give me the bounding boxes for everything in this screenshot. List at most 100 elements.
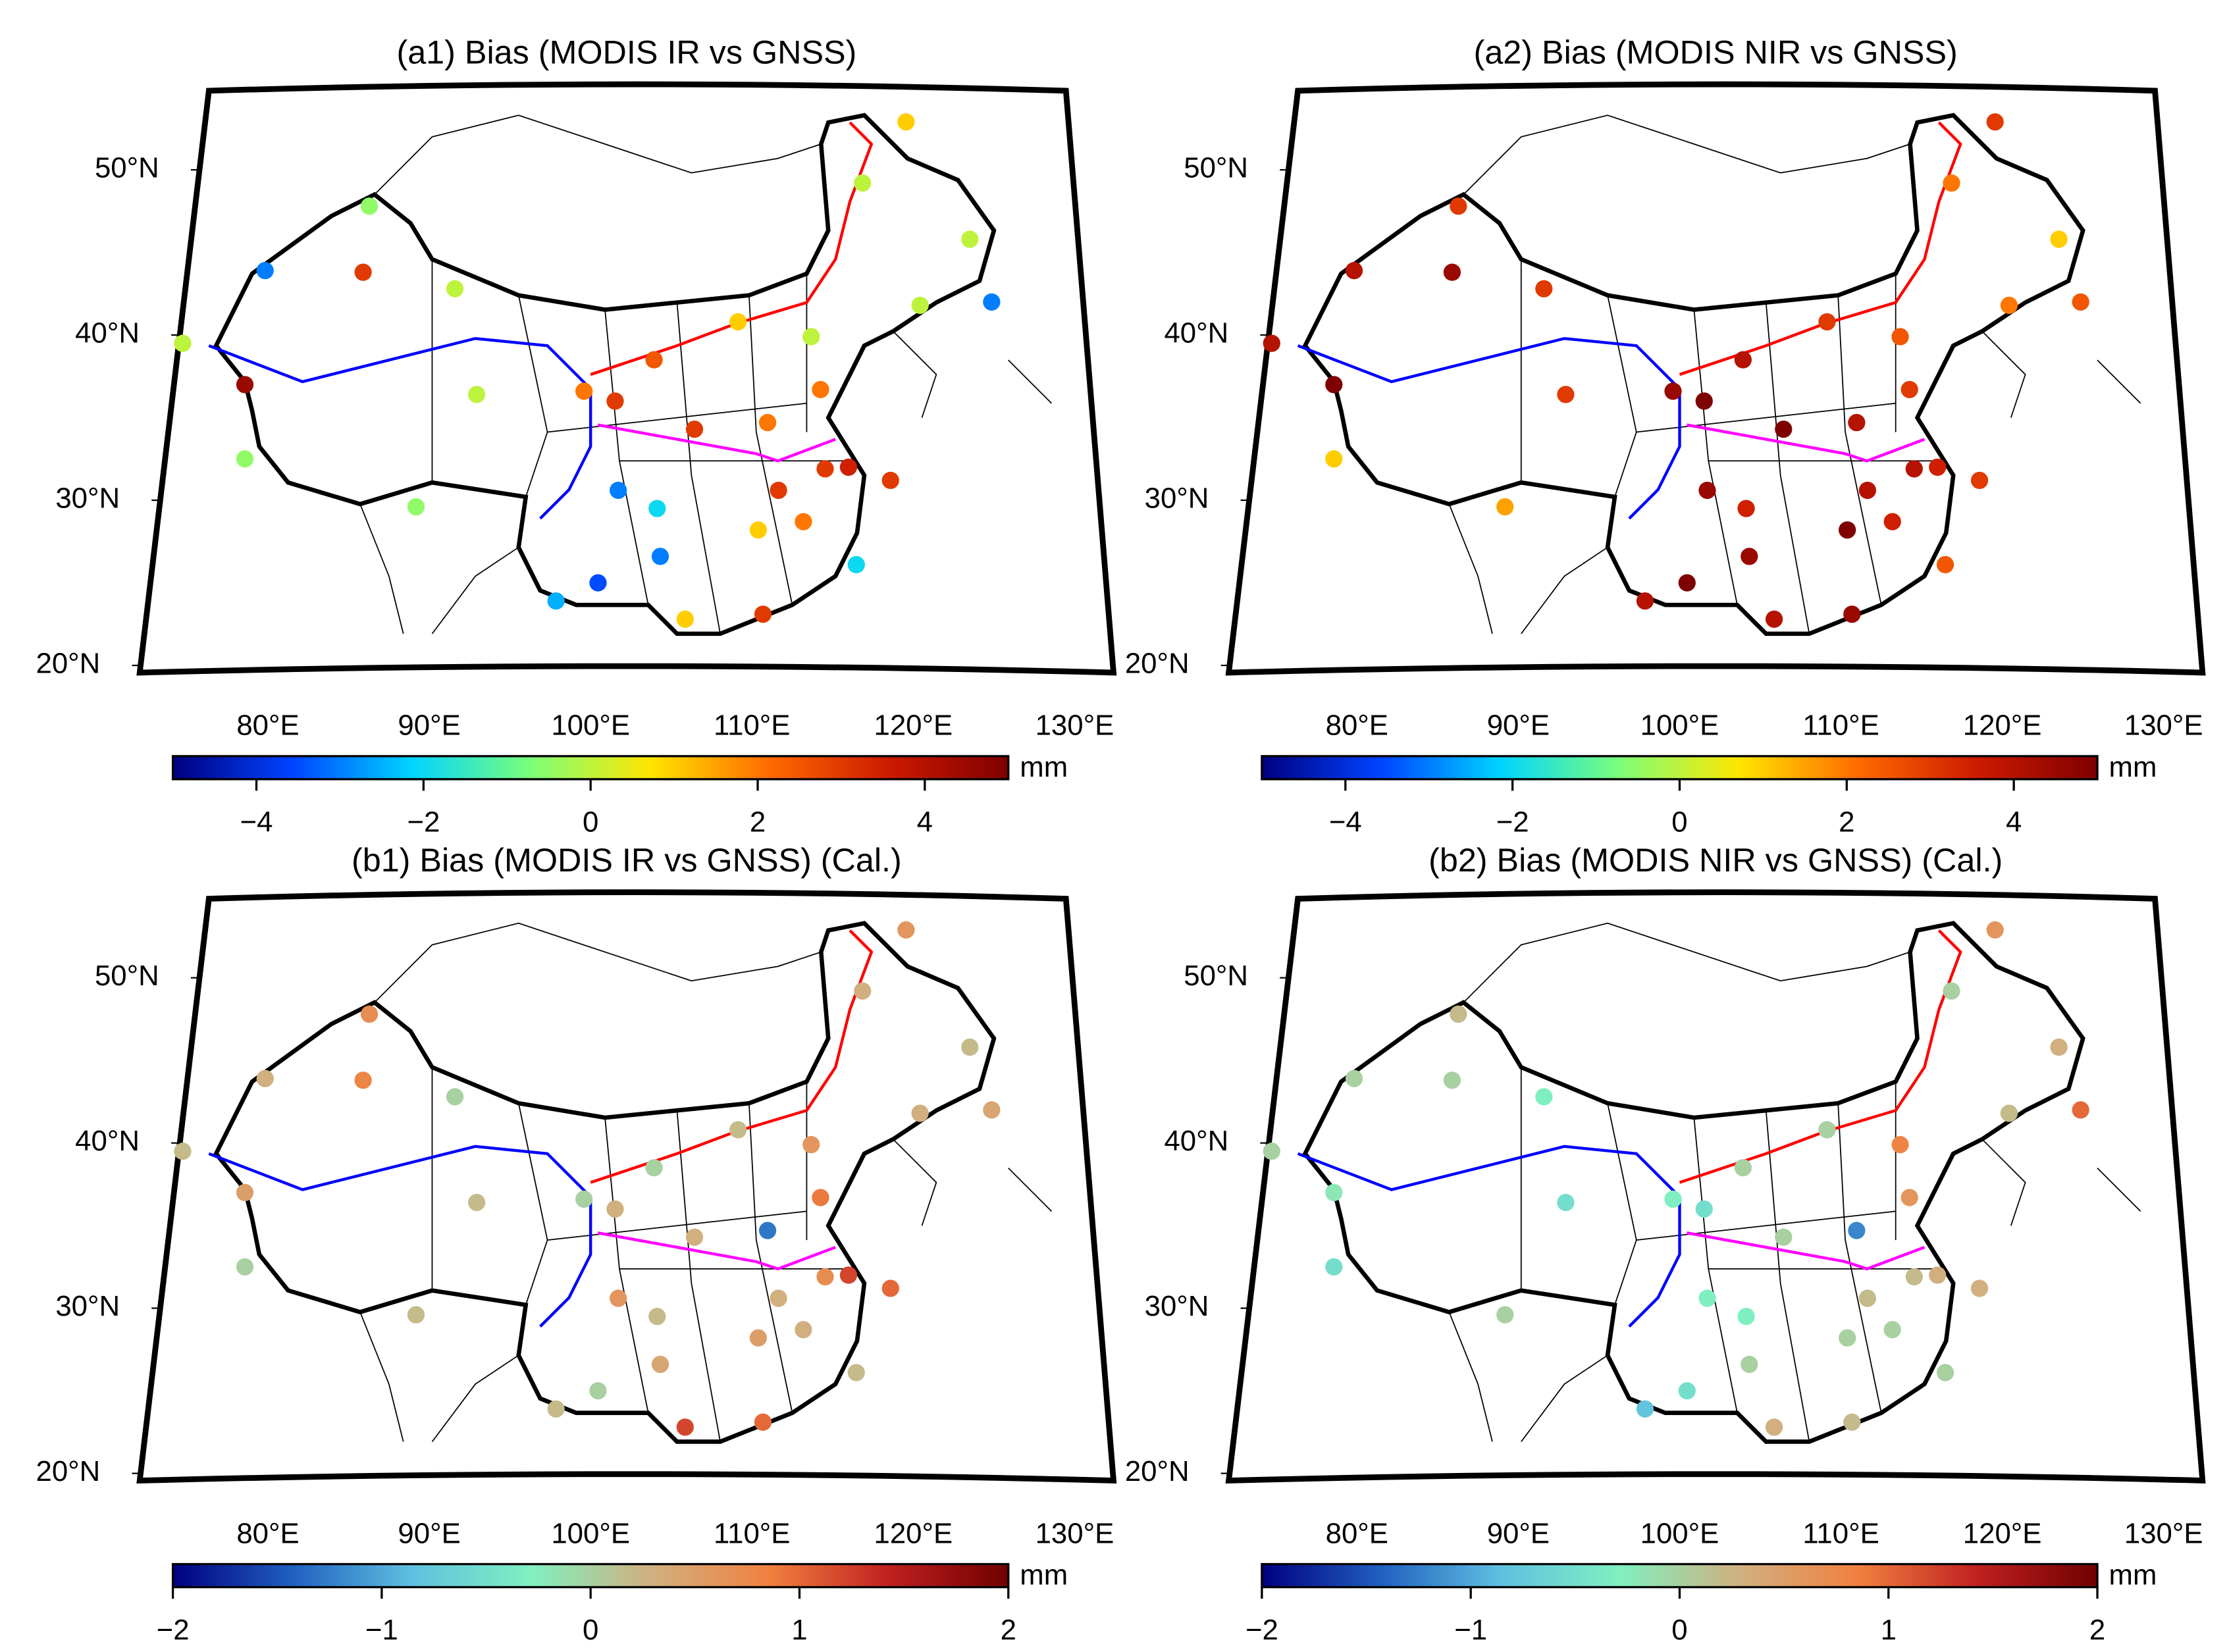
colorbar — [171, 1562, 1010, 1589]
station — [897, 113, 915, 131]
colorbar-tick-label: 4 — [917, 806, 933, 838]
station — [1891, 1136, 1909, 1154]
station — [1741, 548, 1758, 565]
boundary-line — [208, 337, 592, 520]
station — [911, 1104, 929, 1122]
station — [1443, 1071, 1461, 1089]
station — [1765, 1418, 1783, 1436]
station — [651, 548, 669, 565]
station — [749, 521, 768, 539]
colorbar-unit: mm — [1020, 1559, 1068, 1591]
lon-label: 130°E — [2124, 1517, 2203, 1549]
colorbar-tick-label: −1 — [365, 1614, 398, 1646]
boundary-line — [1297, 1145, 1681, 1328]
lon-label: 120°E — [874, 1517, 953, 1549]
boundary-line — [1679, 121, 1962, 376]
station — [1818, 1121, 1836, 1139]
map-panel: (b1) Bias (MODIS IR vs GNSS) (Cal.) 20°N 3… — [36, 841, 1117, 1646]
station — [802, 328, 820, 346]
station — [1664, 382, 1682, 400]
country-border — [1448, 115, 2141, 634]
lon-label: 130°E — [1035, 710, 1114, 742]
station — [2072, 293, 2089, 311]
country-border — [359, 922, 1053, 1442]
station — [1636, 1400, 1654, 1418]
station — [1345, 1070, 1363, 1087]
lon-label: 90°E — [398, 1517, 460, 1549]
station — [1695, 392, 1713, 410]
map-frame — [136, 889, 1117, 1484]
map-panel: (b2) Bias (MODIS NIR vs GNSS) (Cal.) 20°N… — [1125, 841, 2206, 1646]
lon-label: 110°E — [714, 710, 790, 742]
station — [575, 1190, 593, 1208]
station — [1858, 1289, 1877, 1307]
station — [1443, 263, 1461, 281]
station — [1535, 280, 1553, 297]
station — [1943, 982, 1960, 1000]
station — [236, 376, 254, 394]
boundary-line — [1687, 423, 1926, 463]
station — [1263, 1143, 1280, 1160]
station — [174, 1143, 192, 1160]
lat-label: 40°N — [75, 1125, 140, 1157]
station — [1843, 1413, 1861, 1431]
colorbar-tick-label: 0 — [1671, 1614, 1687, 1646]
station — [236, 450, 254, 468]
lon-label: 100°E — [1640, 710, 1719, 742]
station — [648, 500, 666, 517]
station — [1263, 334, 1280, 352]
station — [2000, 296, 2018, 314]
station — [1678, 1381, 1696, 1400]
station — [758, 413, 777, 432]
lat-label: 30°N — [55, 1290, 120, 1322]
colorbar-tick-label: −2 — [157, 1614, 190, 1646]
china-border — [1302, 113, 2085, 636]
station — [1883, 513, 1901, 530]
station — [1698, 1289, 1716, 1307]
colorbar-tick-label: 1 — [791, 1614, 807, 1646]
station — [816, 1268, 834, 1286]
station — [1986, 113, 2004, 131]
panel-title: (b2) Bias (MODIS NIR vs GNSS) (Cal.) — [1428, 841, 2003, 879]
boundary-line — [1679, 929, 1962, 1184]
colorbar-tick-label: −4 — [1329, 806, 1362, 838]
lat-label: 50°N — [1184, 152, 1248, 184]
station — [1986, 921, 2004, 939]
station — [770, 1289, 787, 1307]
colorbar — [171, 755, 1010, 781]
station — [1970, 1279, 1989, 1297]
station — [1843, 606, 1861, 623]
map-panel: (a2) Bias (MODIS NIR vs GNSS) 20°N 30°N 40°… — [1125, 34, 2206, 838]
lat-label: 50°N — [95, 960, 159, 992]
lon-label: 100°E — [551, 710, 630, 742]
station — [839, 458, 858, 476]
station — [547, 592, 565, 610]
station — [354, 1071, 372, 1089]
panel-title: (a2) Bias (MODIS NIR vs GNSS) — [1474, 34, 1958, 71]
station — [2000, 1104, 2018, 1122]
lon-label: 80°E — [236, 1517, 299, 1549]
province-border — [1520, 259, 1939, 634]
station — [983, 1101, 1001, 1119]
lat-label: 50°N — [1184, 960, 1248, 992]
station — [1557, 1193, 1575, 1212]
station — [854, 174, 872, 192]
colorbar-tick-label: −2 — [1496, 806, 1529, 838]
station — [1905, 1268, 1923, 1286]
station — [1450, 197, 1467, 215]
map-panel: (a1) Bias (MODIS IR vs GNSS) 20°N 30°N 40°N… — [36, 34, 1117, 838]
china-border — [213, 921, 997, 1444]
station — [589, 574, 607, 592]
station — [2050, 1038, 2068, 1056]
station — [758, 1222, 777, 1239]
colorbar — [1261, 755, 2099, 781]
colorbar-tick-label: 1 — [1881, 1614, 1897, 1646]
station — [802, 1136, 820, 1154]
station — [1741, 1355, 1758, 1374]
boundary-line — [597, 1231, 836, 1271]
station — [1929, 1266, 1947, 1284]
lon-label: 110°E — [1802, 1517, 1879, 1549]
colorbar-tick-label: 0 — [583, 806, 598, 838]
lat-label: 40°N — [1164, 1125, 1228, 1157]
station — [1557, 386, 1575, 403]
